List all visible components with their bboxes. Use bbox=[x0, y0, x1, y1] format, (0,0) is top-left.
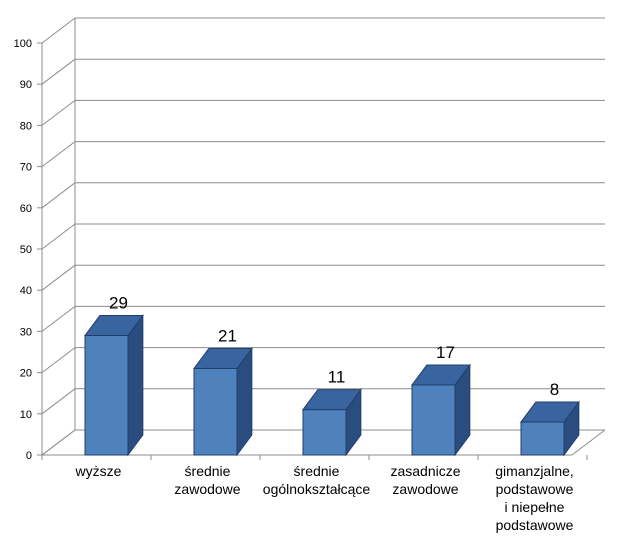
data-label: 11 bbox=[328, 368, 346, 387]
x-tick-label-line: ogólnokształcące bbox=[263, 481, 371, 497]
y-tick-label: 70 bbox=[20, 162, 32, 174]
x-tick-label: wyższe bbox=[75, 463, 122, 479]
x-tick-label-line: i niepełne bbox=[505, 499, 565, 515]
bar-front-face bbox=[193, 367, 238, 456]
floor-right-edge bbox=[571, 429, 606, 456]
x-tick-label-line: średnie bbox=[185, 463, 231, 479]
x-tick-label-line: podstawowe bbox=[496, 517, 574, 533]
x-tick-label-line: średnie bbox=[294, 463, 340, 479]
x-tick-label-line: zasadnicze bbox=[390, 463, 460, 479]
y-tick-label: 10 bbox=[20, 409, 32, 421]
bar bbox=[520, 400, 580, 457]
x-tick-label: gimanzjalne, podstawowe i niepełne podstawo… bbox=[495, 463, 574, 533]
bar-front-face bbox=[302, 409, 347, 456]
gridline-side bbox=[41, 264, 76, 291]
y-tick-label: 100 bbox=[14, 38, 32, 50]
gridline-side bbox=[41, 429, 76, 456]
bars bbox=[84, 314, 580, 457]
y-tick-label: 90 bbox=[20, 79, 32, 91]
gridline-side bbox=[41, 182, 76, 209]
bar-side-face bbox=[127, 314, 144, 457]
y-tick-label: 0 bbox=[26, 450, 32, 462]
x-tick-label-line: gimanzjalne, bbox=[495, 463, 574, 479]
gridline-side bbox=[41, 17, 76, 44]
data-label: 8 bbox=[550, 380, 559, 399]
bar-front-face bbox=[520, 421, 565, 456]
y-tick-label: 60 bbox=[20, 203, 32, 215]
bar bbox=[411, 363, 471, 457]
x-tick-label: zasadnicze zawodowe bbox=[390, 463, 460, 497]
x-tick-label: średnie zawodowe bbox=[174, 463, 240, 497]
data-label: 29 bbox=[109, 294, 128, 313]
chart-walls bbox=[41, 17, 606, 456]
y-tick-label: 20 bbox=[20, 368, 32, 380]
gridline-side bbox=[41, 141, 76, 167]
bar bbox=[84, 314, 144, 457]
x-axis: wyższe średnie zawodowe średnie ogólnokształ… bbox=[41, 455, 588, 533]
bar bbox=[302, 388, 362, 457]
gridline-side bbox=[41, 388, 76, 415]
gridline-side bbox=[41, 58, 76, 85]
x-tick-label-line: zawodowe bbox=[174, 481, 240, 497]
bar-front-face bbox=[411, 384, 456, 456]
data-labels: 29 21 11 17 8 bbox=[109, 294, 559, 400]
y-axis: 0 10 20 30 40 50 60 70 80 90 100 bbox=[14, 38, 42, 462]
y-tick-label: 30 bbox=[20, 326, 32, 338]
x-tick-label: średnie ogólnokształcące bbox=[263, 463, 371, 497]
gridline-side bbox=[41, 306, 76, 332]
gridline-side bbox=[41, 100, 76, 126]
bar bbox=[193, 346, 253, 457]
gridline-side bbox=[41, 223, 76, 250]
data-label: 17 bbox=[436, 343, 455, 362]
y-tick-label: 50 bbox=[20, 244, 32, 256]
x-tick-label-line: zawodowe bbox=[392, 481, 458, 497]
bar-front-face bbox=[84, 335, 129, 456]
data-label: 21 bbox=[218, 326, 237, 345]
y-tick-label: 40 bbox=[20, 285, 32, 297]
x-tick-label-line: wyższe bbox=[75, 463, 122, 479]
x-tick-label-line: podstawowe bbox=[496, 481, 574, 497]
gridline-side bbox=[41, 347, 76, 373]
y-tick-label: 80 bbox=[20, 120, 32, 132]
